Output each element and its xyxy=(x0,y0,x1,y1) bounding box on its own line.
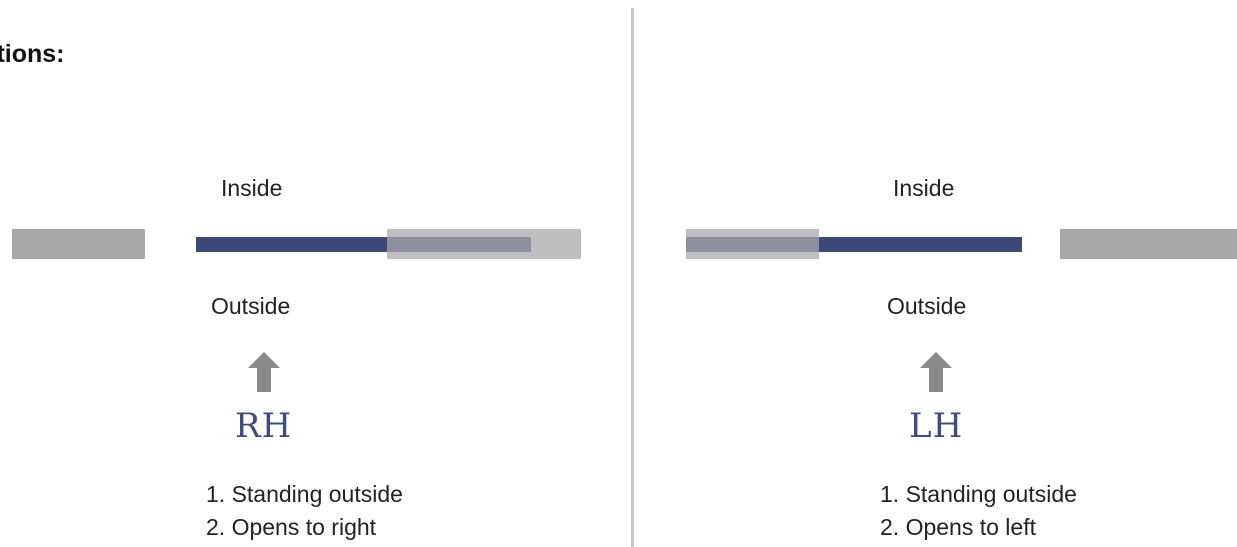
lh-wall-right xyxy=(1060,229,1237,259)
page-heading: unctions: xyxy=(0,40,65,68)
rh-wall-left xyxy=(12,229,145,259)
panel-divider xyxy=(631,8,634,547)
lh-wall-pocket xyxy=(686,229,819,259)
rh-outside-label: Outside xyxy=(211,293,291,319)
rh-step-1: 1. Standing outside xyxy=(206,481,403,507)
rh-up-arrow-icon xyxy=(248,352,280,392)
lh-inside-label: Inside xyxy=(893,175,955,201)
lh-hand-label: LH xyxy=(909,406,964,446)
lh-up-arrow-icon xyxy=(920,352,952,392)
rh-inside-label: Inside xyxy=(221,175,283,201)
rh-step-2: 2. Opens to right xyxy=(206,514,377,540)
rh-hand-label: RH xyxy=(235,406,293,446)
lh-outside-label: Outside xyxy=(887,293,967,319)
rh-wall-pocket xyxy=(387,229,581,259)
lh-step-2: 2. Opens to left xyxy=(880,514,1036,540)
lh-step-1: 1. Standing outside xyxy=(880,481,1077,507)
